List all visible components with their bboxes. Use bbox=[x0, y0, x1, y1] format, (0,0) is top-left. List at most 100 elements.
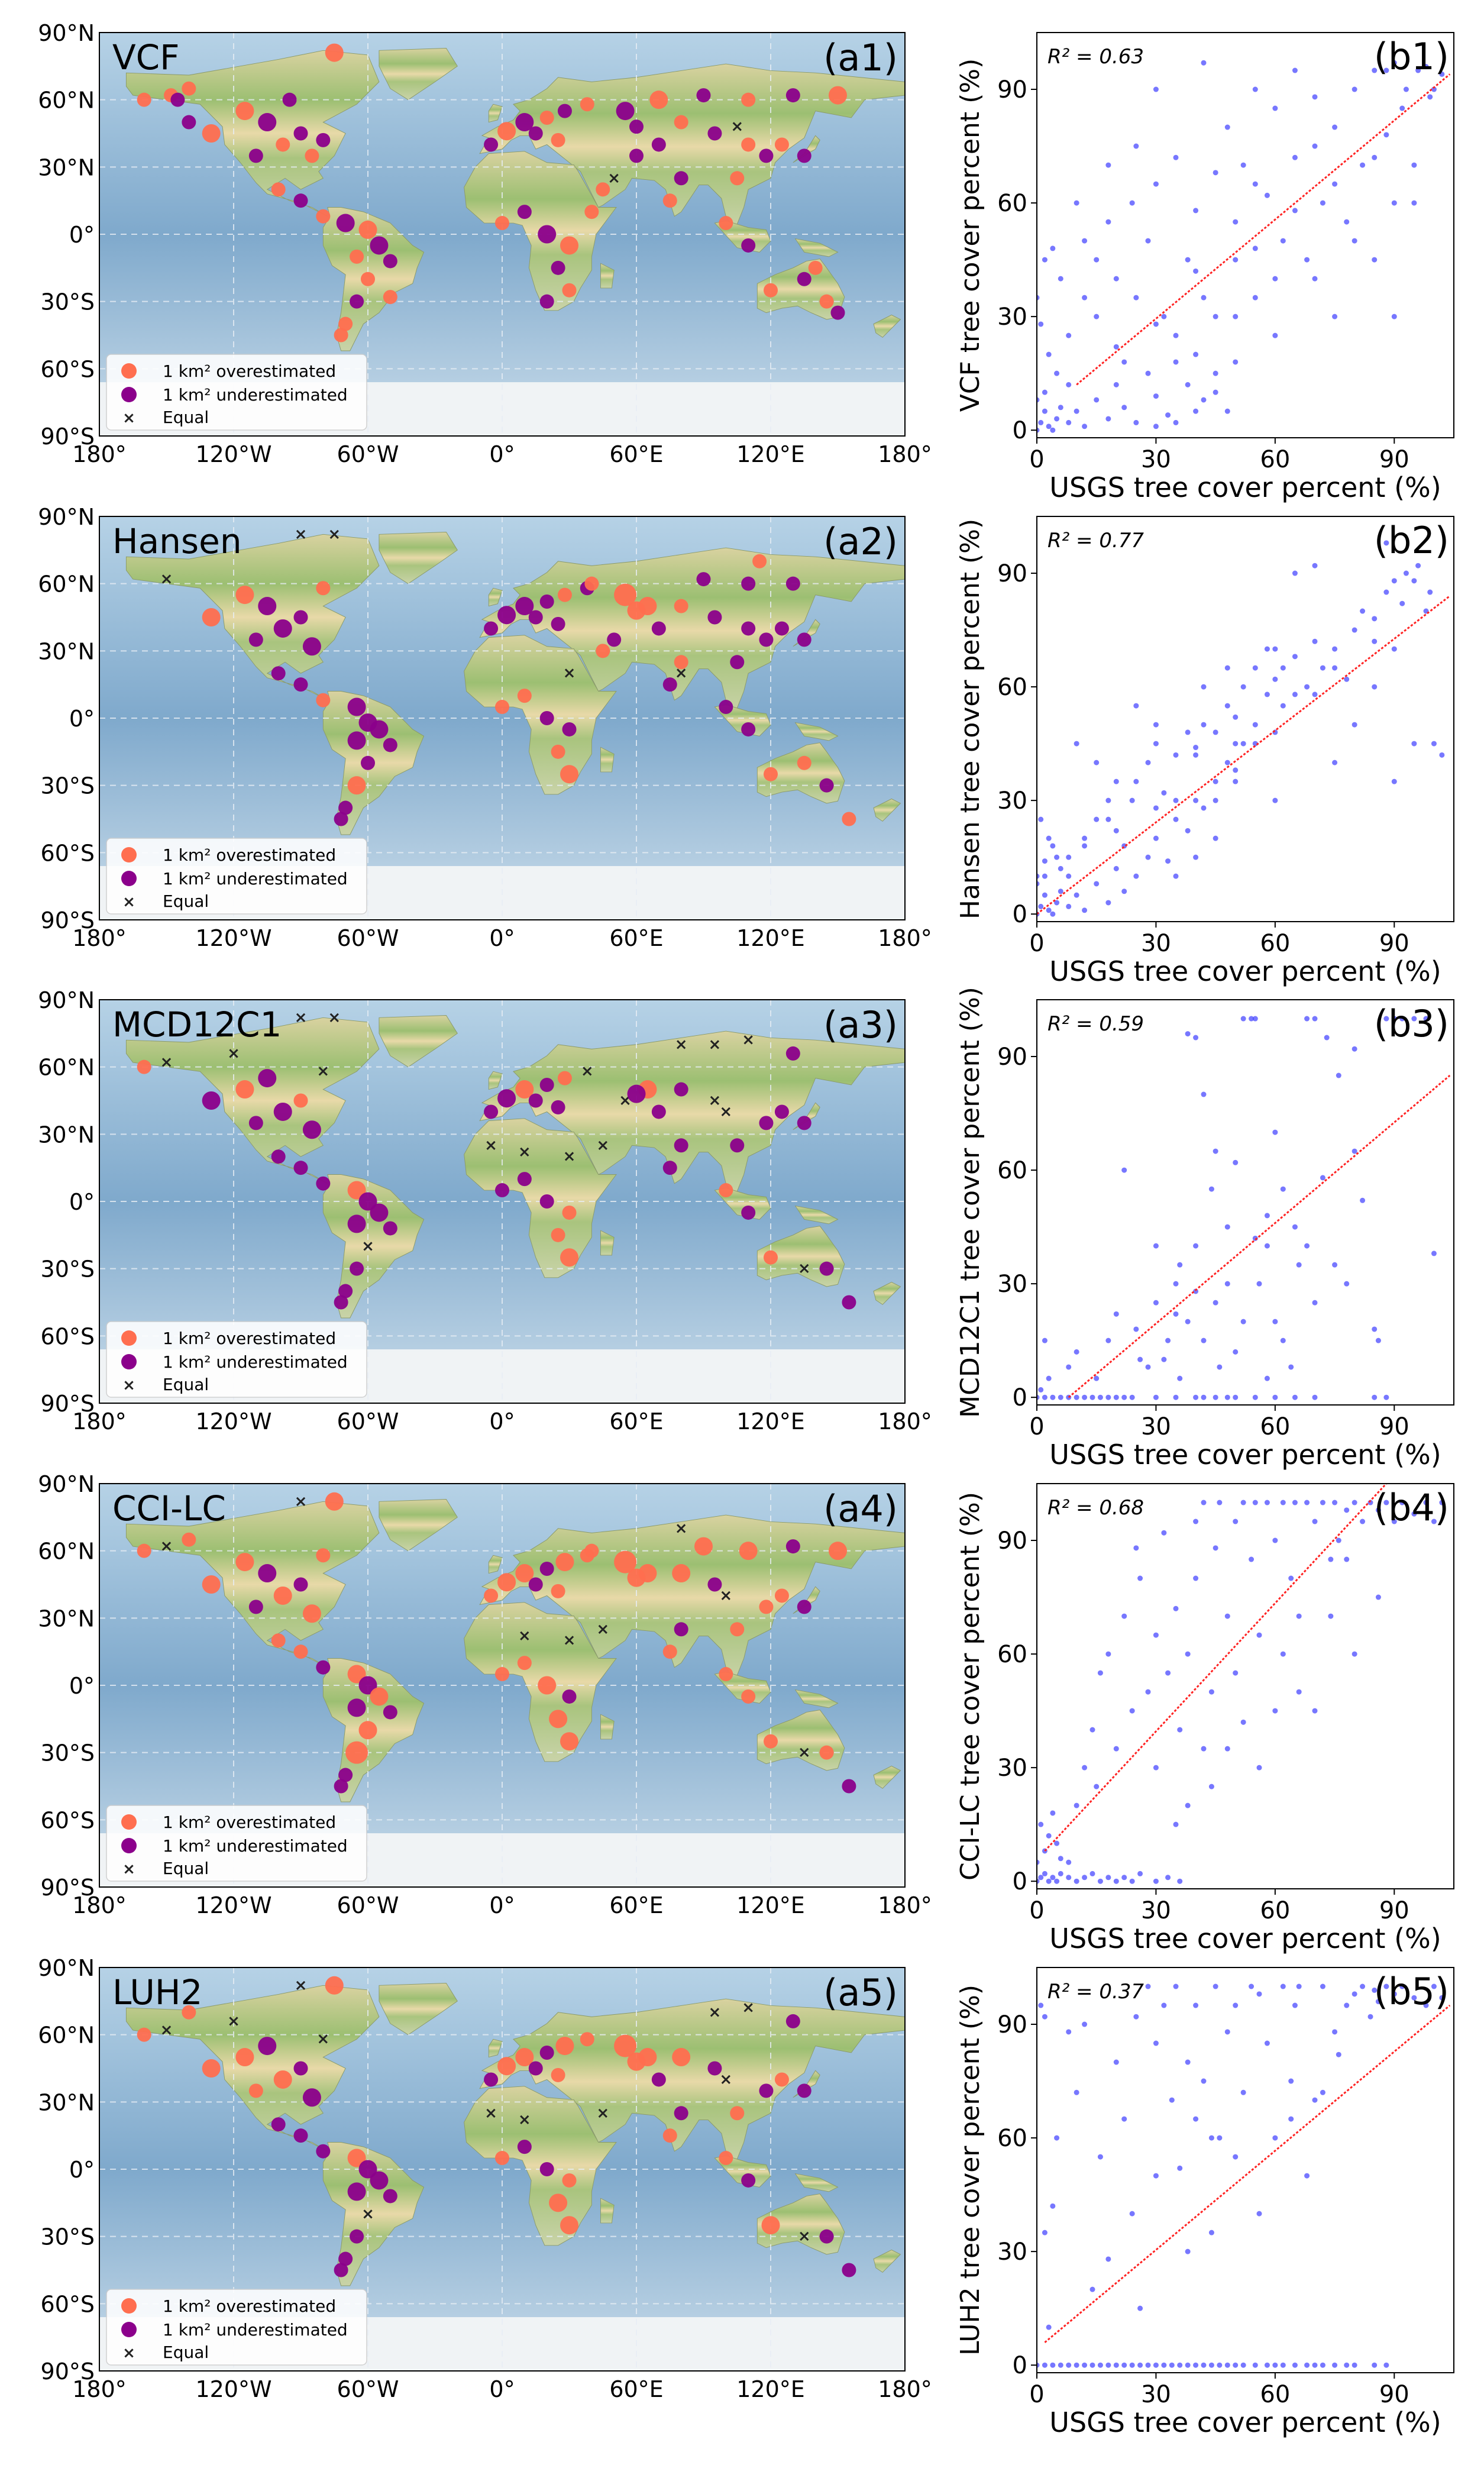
y-tick-label: 0 bbox=[1013, 1868, 1027, 1895]
overestimated-marker bbox=[764, 1250, 778, 1265]
panel-label: (b5) bbox=[1374, 1970, 1449, 2013]
overestimated-marker bbox=[497, 1573, 516, 1592]
scatter-point bbox=[1058, 276, 1063, 282]
scatter-point bbox=[1129, 1878, 1135, 1884]
scatter-point bbox=[1050, 245, 1056, 251]
scatter-point bbox=[1066, 854, 1072, 860]
row-5: ×××××× ×××× × ×LUH2 (a5)1 km² overestimated1… bbox=[38, 1955, 1454, 2438]
scatter-point bbox=[1217, 2362, 1223, 2368]
scatter-point bbox=[1213, 314, 1218, 319]
scatter-point bbox=[1058, 865, 1063, 871]
overestimated-marker bbox=[202, 608, 221, 626]
scatter-point bbox=[1372, 154, 1378, 160]
scatter-point bbox=[1038, 321, 1044, 327]
legend-over-marker bbox=[121, 847, 137, 862]
underestimated-marker bbox=[797, 2083, 811, 2098]
overestimated-marker bbox=[730, 171, 745, 186]
scatter-point bbox=[1272, 2362, 1278, 2368]
scatter-point bbox=[1372, 257, 1378, 263]
underestimated-marker bbox=[383, 738, 397, 752]
scatter-point bbox=[1201, 1091, 1207, 1097]
scatter-point bbox=[1129, 1708, 1135, 1714]
lon-tick-label: 180° bbox=[72, 2376, 127, 2402]
equal-marker: × bbox=[798, 1260, 811, 1278]
scatter-point bbox=[1153, 722, 1159, 728]
scatter-point bbox=[1094, 881, 1100, 887]
overestimated-marker bbox=[555, 1553, 574, 1572]
legend-over-marker bbox=[121, 1814, 137, 1830]
scatter-point bbox=[1208, 1186, 1214, 1192]
equal-marker: × bbox=[295, 525, 308, 543]
map-frame bbox=[99, 1483, 906, 1888]
scatter-point bbox=[1105, 219, 1111, 225]
scatter-point bbox=[1038, 903, 1044, 909]
scatter-point bbox=[1439, 752, 1445, 758]
underestimated-marker bbox=[819, 2229, 834, 2244]
overestimated-marker bbox=[808, 260, 823, 275]
legend-over-label: 1 km² overestimated bbox=[163, 1329, 336, 1348]
scatter-point bbox=[1213, 729, 1218, 735]
scatter-point bbox=[1312, 638, 1318, 644]
scatter-point bbox=[1288, 1575, 1294, 1581]
legend-equal-label: Equal bbox=[163, 408, 209, 427]
scatter-point bbox=[1264, 2362, 1270, 2368]
scatter-point bbox=[1133, 703, 1139, 709]
scatter-point bbox=[1113, 344, 1119, 350]
scatter-point bbox=[1193, 2116, 1199, 2122]
scatter-point bbox=[1185, 257, 1191, 263]
scatter-point bbox=[1133, 1545, 1139, 1551]
underestimated-marker bbox=[785, 88, 800, 103]
x-tick-label: 30 bbox=[1141, 930, 1171, 957]
underestimated-marker bbox=[539, 1194, 554, 1209]
equal-marker: × bbox=[581, 1062, 594, 1080]
equal-marker: × bbox=[227, 1045, 240, 1062]
lat-tick-label: 30°S bbox=[41, 1740, 95, 1766]
panel-label: (b2) bbox=[1374, 519, 1449, 562]
underestimated-marker bbox=[842, 2263, 856, 2277]
scatter-point bbox=[1411, 741, 1417, 747]
scatter-point bbox=[1423, 64, 1429, 70]
underestimated-marker bbox=[347, 1214, 366, 1233]
scatter-point bbox=[1094, 1375, 1100, 1381]
x-tick-label: 0 bbox=[1029, 1897, 1044, 1924]
underestimated-marker bbox=[707, 610, 722, 625]
x-tick-label: 0 bbox=[1029, 1413, 1044, 1440]
x-tick-label: 90 bbox=[1379, 930, 1409, 957]
lon-tick-label: 60°W bbox=[337, 2376, 399, 2402]
scatter-point bbox=[1431, 86, 1437, 92]
scatter-panel-4: 00 30 30 60 60 90 90 R² = 0.68 (b4) USGS tree cov… bbox=[955, 1483, 1454, 1954]
scatter-point bbox=[1042, 873, 1047, 879]
scatter-point bbox=[1113, 828, 1119, 833]
scatter-point bbox=[1224, 1613, 1230, 1619]
scatter-point bbox=[1328, 1556, 1334, 1562]
scatter-points bbox=[1037, 1016, 1437, 1400]
scatter-point bbox=[1129, 2211, 1135, 2217]
overestimated-marker bbox=[137, 92, 151, 107]
x-tick-label: 30 bbox=[1141, 2381, 1171, 2408]
overestimated-marker bbox=[202, 124, 221, 143]
scatter-point bbox=[1391, 314, 1397, 319]
lat-tick-label: 0° bbox=[69, 706, 95, 732]
x-tick-label: 30 bbox=[1141, 1413, 1171, 1440]
y-tick-label: 60 bbox=[997, 190, 1027, 217]
scatter-point bbox=[1399, 1016, 1405, 1022]
underestimated-marker bbox=[528, 126, 543, 141]
map-frame bbox=[99, 999, 906, 1404]
scatter-point bbox=[1431, 1983, 1437, 1989]
scatter-point bbox=[1201, 60, 1207, 66]
scatter-point bbox=[1288, 1364, 1294, 1370]
lat-tick-label: 30°S bbox=[41, 773, 95, 799]
scatter-point bbox=[1213, 1545, 1218, 1551]
lat-tick-label: 0° bbox=[69, 1189, 95, 1215]
overestimated-marker bbox=[358, 1721, 377, 1740]
scatter-point bbox=[1129, 1394, 1135, 1400]
x-tick-label: 30 bbox=[1141, 446, 1171, 473]
scatter-point bbox=[1233, 1519, 1239, 1524]
overestimated-marker bbox=[551, 133, 565, 147]
scatter-frame bbox=[1036, 1483, 1454, 1889]
scatter-point bbox=[1193, 797, 1199, 803]
scatter-point bbox=[1252, 1394, 1258, 1400]
scatter-point bbox=[1411, 200, 1417, 206]
overestimated-marker bbox=[517, 689, 532, 703]
